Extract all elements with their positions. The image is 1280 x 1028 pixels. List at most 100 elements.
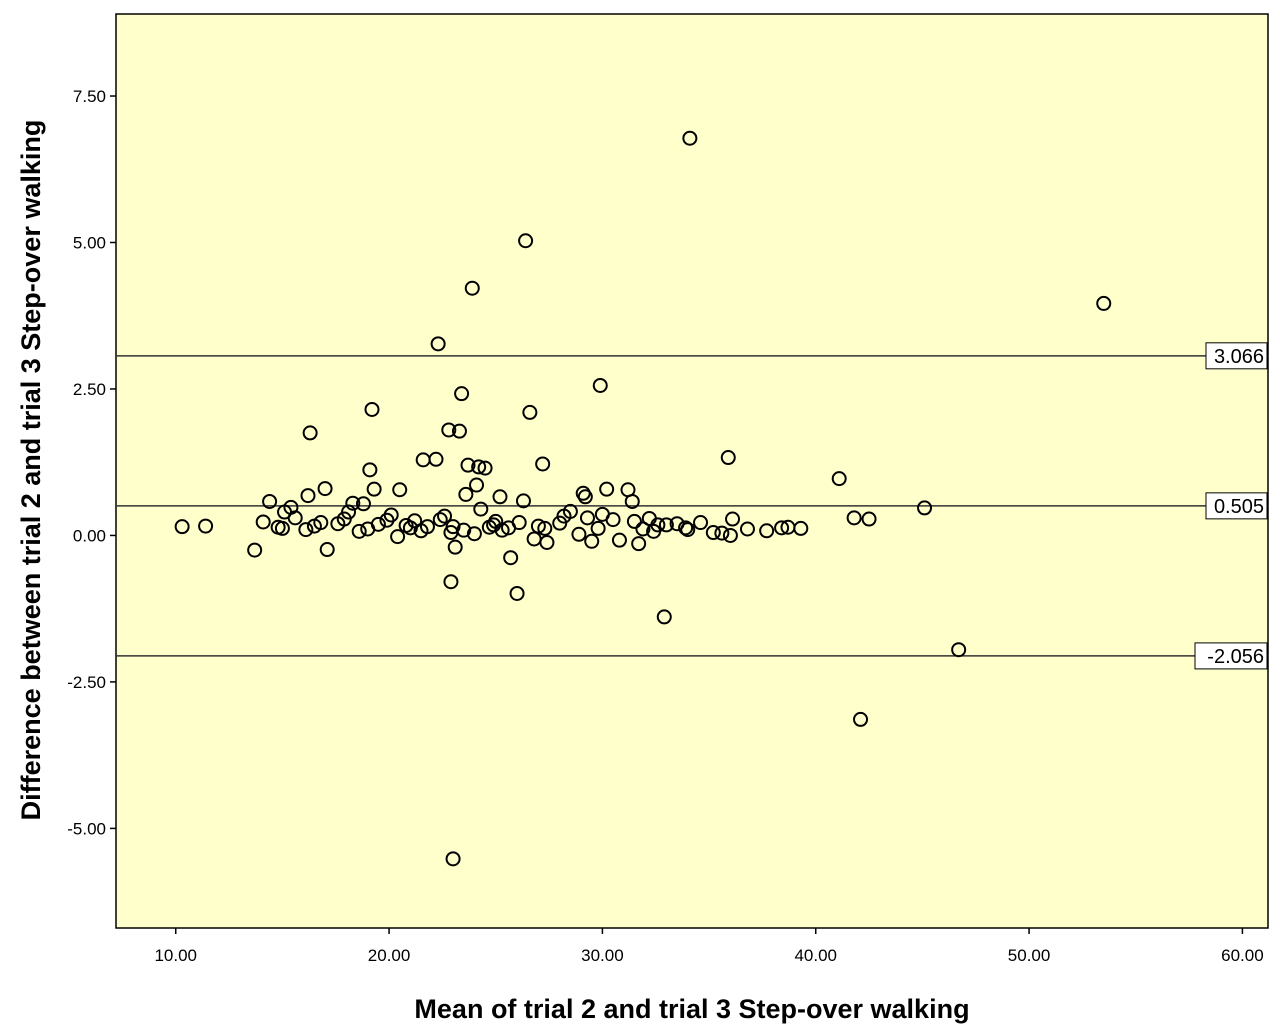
data-point xyxy=(362,462,378,478)
data-point xyxy=(456,522,472,538)
data-point xyxy=(300,488,316,504)
data-point xyxy=(298,522,314,538)
data-point xyxy=(451,423,467,439)
y-tick-label: 0.00 xyxy=(73,526,106,545)
data-point xyxy=(466,526,482,542)
data-point xyxy=(287,510,303,526)
data-point xyxy=(174,519,190,535)
data-point xyxy=(464,280,480,296)
x-tick-label: 40.00 xyxy=(794,946,837,965)
x-axis-title: Mean of trial 2 and trial 3 Step-over wa… xyxy=(414,994,969,1024)
data-point xyxy=(831,471,847,487)
data-point xyxy=(503,550,519,566)
data-point xyxy=(759,523,775,539)
data-point xyxy=(917,500,933,516)
data-point xyxy=(693,515,709,531)
data-point xyxy=(390,529,406,545)
data-point xyxy=(458,486,474,502)
data-point xyxy=(447,539,463,555)
data-points xyxy=(174,130,1112,867)
data-point xyxy=(509,585,525,601)
x-tick-label: 10.00 xyxy=(154,946,197,965)
data-point xyxy=(535,456,551,472)
data-point xyxy=(430,336,446,352)
data-point xyxy=(626,513,642,529)
y-axis: -5.00 -2.50 0.00 2.50 5.00 7.50 xyxy=(67,87,116,838)
data-point xyxy=(577,489,593,505)
data-point xyxy=(658,517,674,533)
data-point xyxy=(437,508,453,524)
data-point xyxy=(853,711,869,727)
data-point xyxy=(682,130,698,146)
data-point xyxy=(445,851,461,867)
x-tick-label: 60.00 xyxy=(1221,946,1264,965)
data-point xyxy=(255,514,271,530)
data-point xyxy=(656,609,672,625)
x-axis: 10.00 20.00 30.00 40.00 50.00 60.00 xyxy=(154,928,1264,965)
data-point xyxy=(599,481,615,497)
data-point xyxy=(302,425,318,441)
data-point xyxy=(319,542,335,558)
data-point xyxy=(306,518,322,534)
data-point xyxy=(469,477,485,493)
data-point xyxy=(415,452,431,468)
data-point xyxy=(861,511,877,527)
data-point xyxy=(364,401,380,417)
x-tick-label: 30.00 xyxy=(581,946,624,965)
data-point xyxy=(705,525,721,541)
data-point xyxy=(360,521,376,537)
data-point xyxy=(198,518,214,534)
data-point xyxy=(556,508,572,524)
data-point xyxy=(650,517,666,533)
data-point xyxy=(486,517,502,533)
data-point xyxy=(247,542,263,558)
data-point xyxy=(262,493,278,509)
data-point xyxy=(355,496,371,512)
y-tick-label: 5.00 xyxy=(73,234,106,253)
data-point xyxy=(392,482,408,498)
data-point xyxy=(351,523,367,539)
data-point xyxy=(951,642,967,658)
y-tick-label: 2.50 xyxy=(73,380,106,399)
plot-background xyxy=(115,13,1269,929)
data-point xyxy=(492,489,508,505)
data-point xyxy=(725,511,741,527)
reference-label: 0.505 xyxy=(1214,496,1264,518)
data-point xyxy=(624,493,640,509)
y-axis-title: Difference between trial 2 and trial 3 S… xyxy=(16,120,46,821)
data-point xyxy=(518,233,534,249)
data-point xyxy=(539,534,555,550)
x-tick-label: 50.00 xyxy=(1008,946,1051,965)
reference-label-box xyxy=(1205,492,1268,520)
data-point xyxy=(441,422,457,438)
data-point xyxy=(511,515,527,531)
reference-label: 3.066 xyxy=(1214,346,1264,368)
data-point xyxy=(774,520,790,536)
data-point xyxy=(473,501,489,517)
data-point xyxy=(1096,295,1112,311)
data-point xyxy=(720,450,736,466)
data-point xyxy=(432,512,448,528)
data-point xyxy=(669,516,685,532)
data-point xyxy=(530,518,546,534)
data-point xyxy=(592,377,608,393)
y-tick-label: 7.50 xyxy=(73,87,106,106)
reference-label: -2.056 xyxy=(1207,646,1264,668)
reference-lines: 3.066 0.505 -2.056 xyxy=(116,342,1268,670)
data-point xyxy=(537,520,553,536)
data-point xyxy=(722,527,738,543)
data-point xyxy=(460,457,476,473)
data-point xyxy=(317,481,333,497)
data-point xyxy=(846,510,862,526)
data-point xyxy=(379,512,395,528)
data-point xyxy=(270,519,286,535)
y-tick-label: -5.00 xyxy=(67,819,106,838)
data-point xyxy=(336,511,352,527)
x-tick-label: 20.00 xyxy=(368,946,411,965)
data-point xyxy=(611,532,627,548)
data-point xyxy=(522,404,538,420)
data-point xyxy=(739,521,755,537)
data-point xyxy=(590,520,606,536)
data-point xyxy=(402,520,418,536)
